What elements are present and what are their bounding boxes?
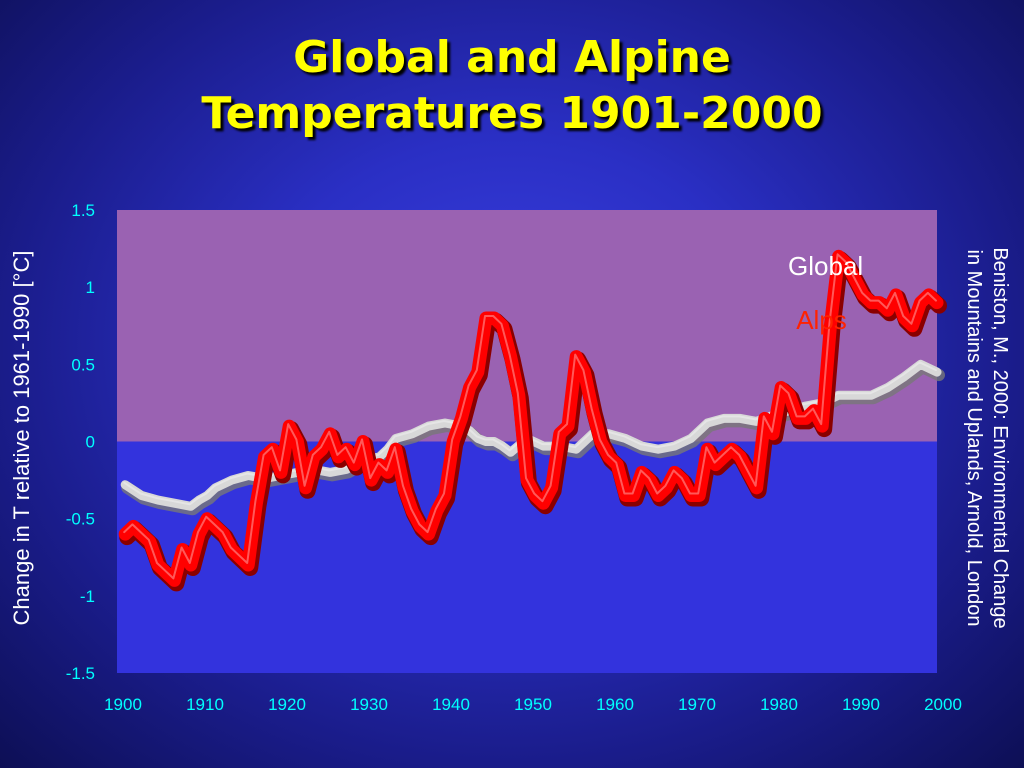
x-tick-label: 1990	[842, 695, 880, 714]
y-tick-label: 1	[86, 278, 95, 297]
x-tick-label: 1960	[596, 695, 634, 714]
x-tick-label: 1970	[678, 695, 716, 714]
slide-title: Global and Alpine Temperatures 1901-2000	[0, 30, 1024, 142]
x-tick-label: 1900	[104, 695, 142, 714]
x-tick-label: 2000	[924, 695, 962, 714]
x-tick-label: 1980	[760, 695, 798, 714]
y-tick-label: -1	[80, 587, 95, 606]
alps-series-highlight	[123, 253, 937, 580]
y-tick-label: 0.5	[71, 355, 95, 374]
title-line-1: Global and Alpine	[293, 32, 731, 83]
x-tick-label: 1930	[350, 695, 388, 714]
title-line-2: Temperatures 1901-2000	[201, 88, 823, 139]
global-legend-label: Global	[788, 251, 863, 281]
alps-series-line	[118, 249, 944, 587]
x-tick-label: 1920	[268, 695, 306, 714]
y-tick-label: -1.5	[66, 664, 95, 683]
y-tick-label: 1.5	[71, 201, 95, 220]
y-tick-label: 0	[86, 433, 95, 452]
y-tick-label: -0.5	[66, 510, 95, 529]
x-tick-label: 1910	[186, 695, 224, 714]
x-tick-label: 1950	[514, 695, 552, 714]
alps-legend-label: Alps	[796, 305, 847, 335]
x-tick-label: 1940	[432, 695, 470, 714]
